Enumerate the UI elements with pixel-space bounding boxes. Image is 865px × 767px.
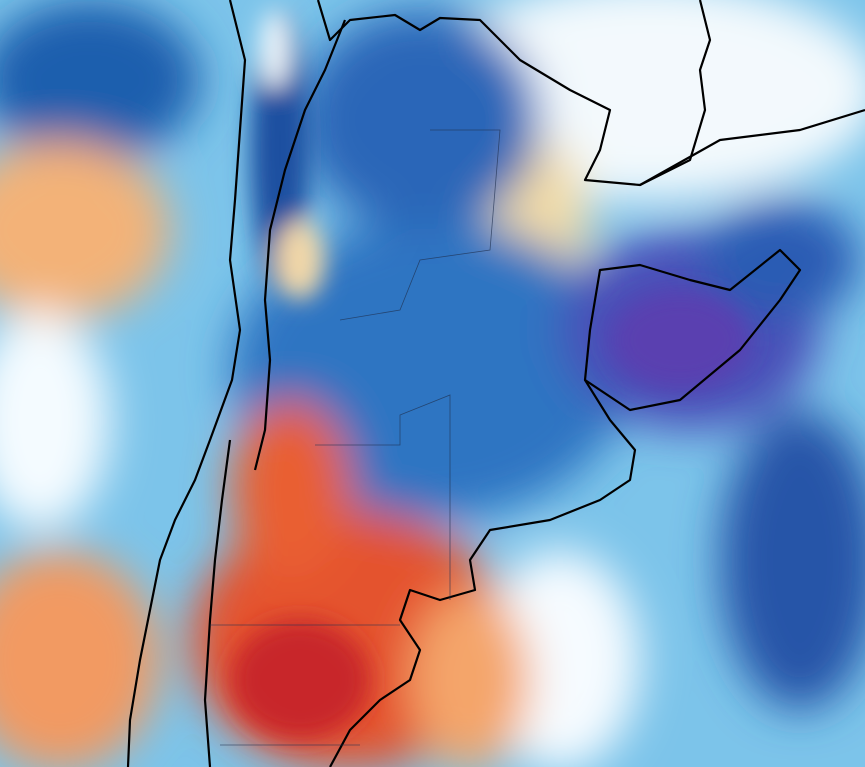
west-coast (126, 0, 247, 767)
blob (610, 290, 750, 390)
border (316, 0, 712, 187)
blob (720, 410, 865, 710)
blob (0, 310, 110, 530)
province-line (315, 394, 451, 600)
blob (275, 220, 325, 300)
province-line (339, 129, 501, 321)
blob (230, 620, 370, 740)
east-coast (329, 379, 637, 767)
coastline (126, 0, 865, 767)
province-lines (210, 129, 501, 746)
blob (260, 10, 290, 90)
blob (0, 550, 160, 767)
blob (300, 10, 540, 230)
brazil-coast (639, 108, 865, 186)
blob (0, 140, 170, 320)
blob (0, 0, 200, 160)
blob (700, 200, 860, 320)
andes-border (253, 19, 347, 471)
blob (230, 400, 350, 580)
chile-border (203, 439, 232, 767)
blob (250, 10, 310, 290)
blob (410, 590, 530, 767)
detail-field (230, 10, 750, 740)
